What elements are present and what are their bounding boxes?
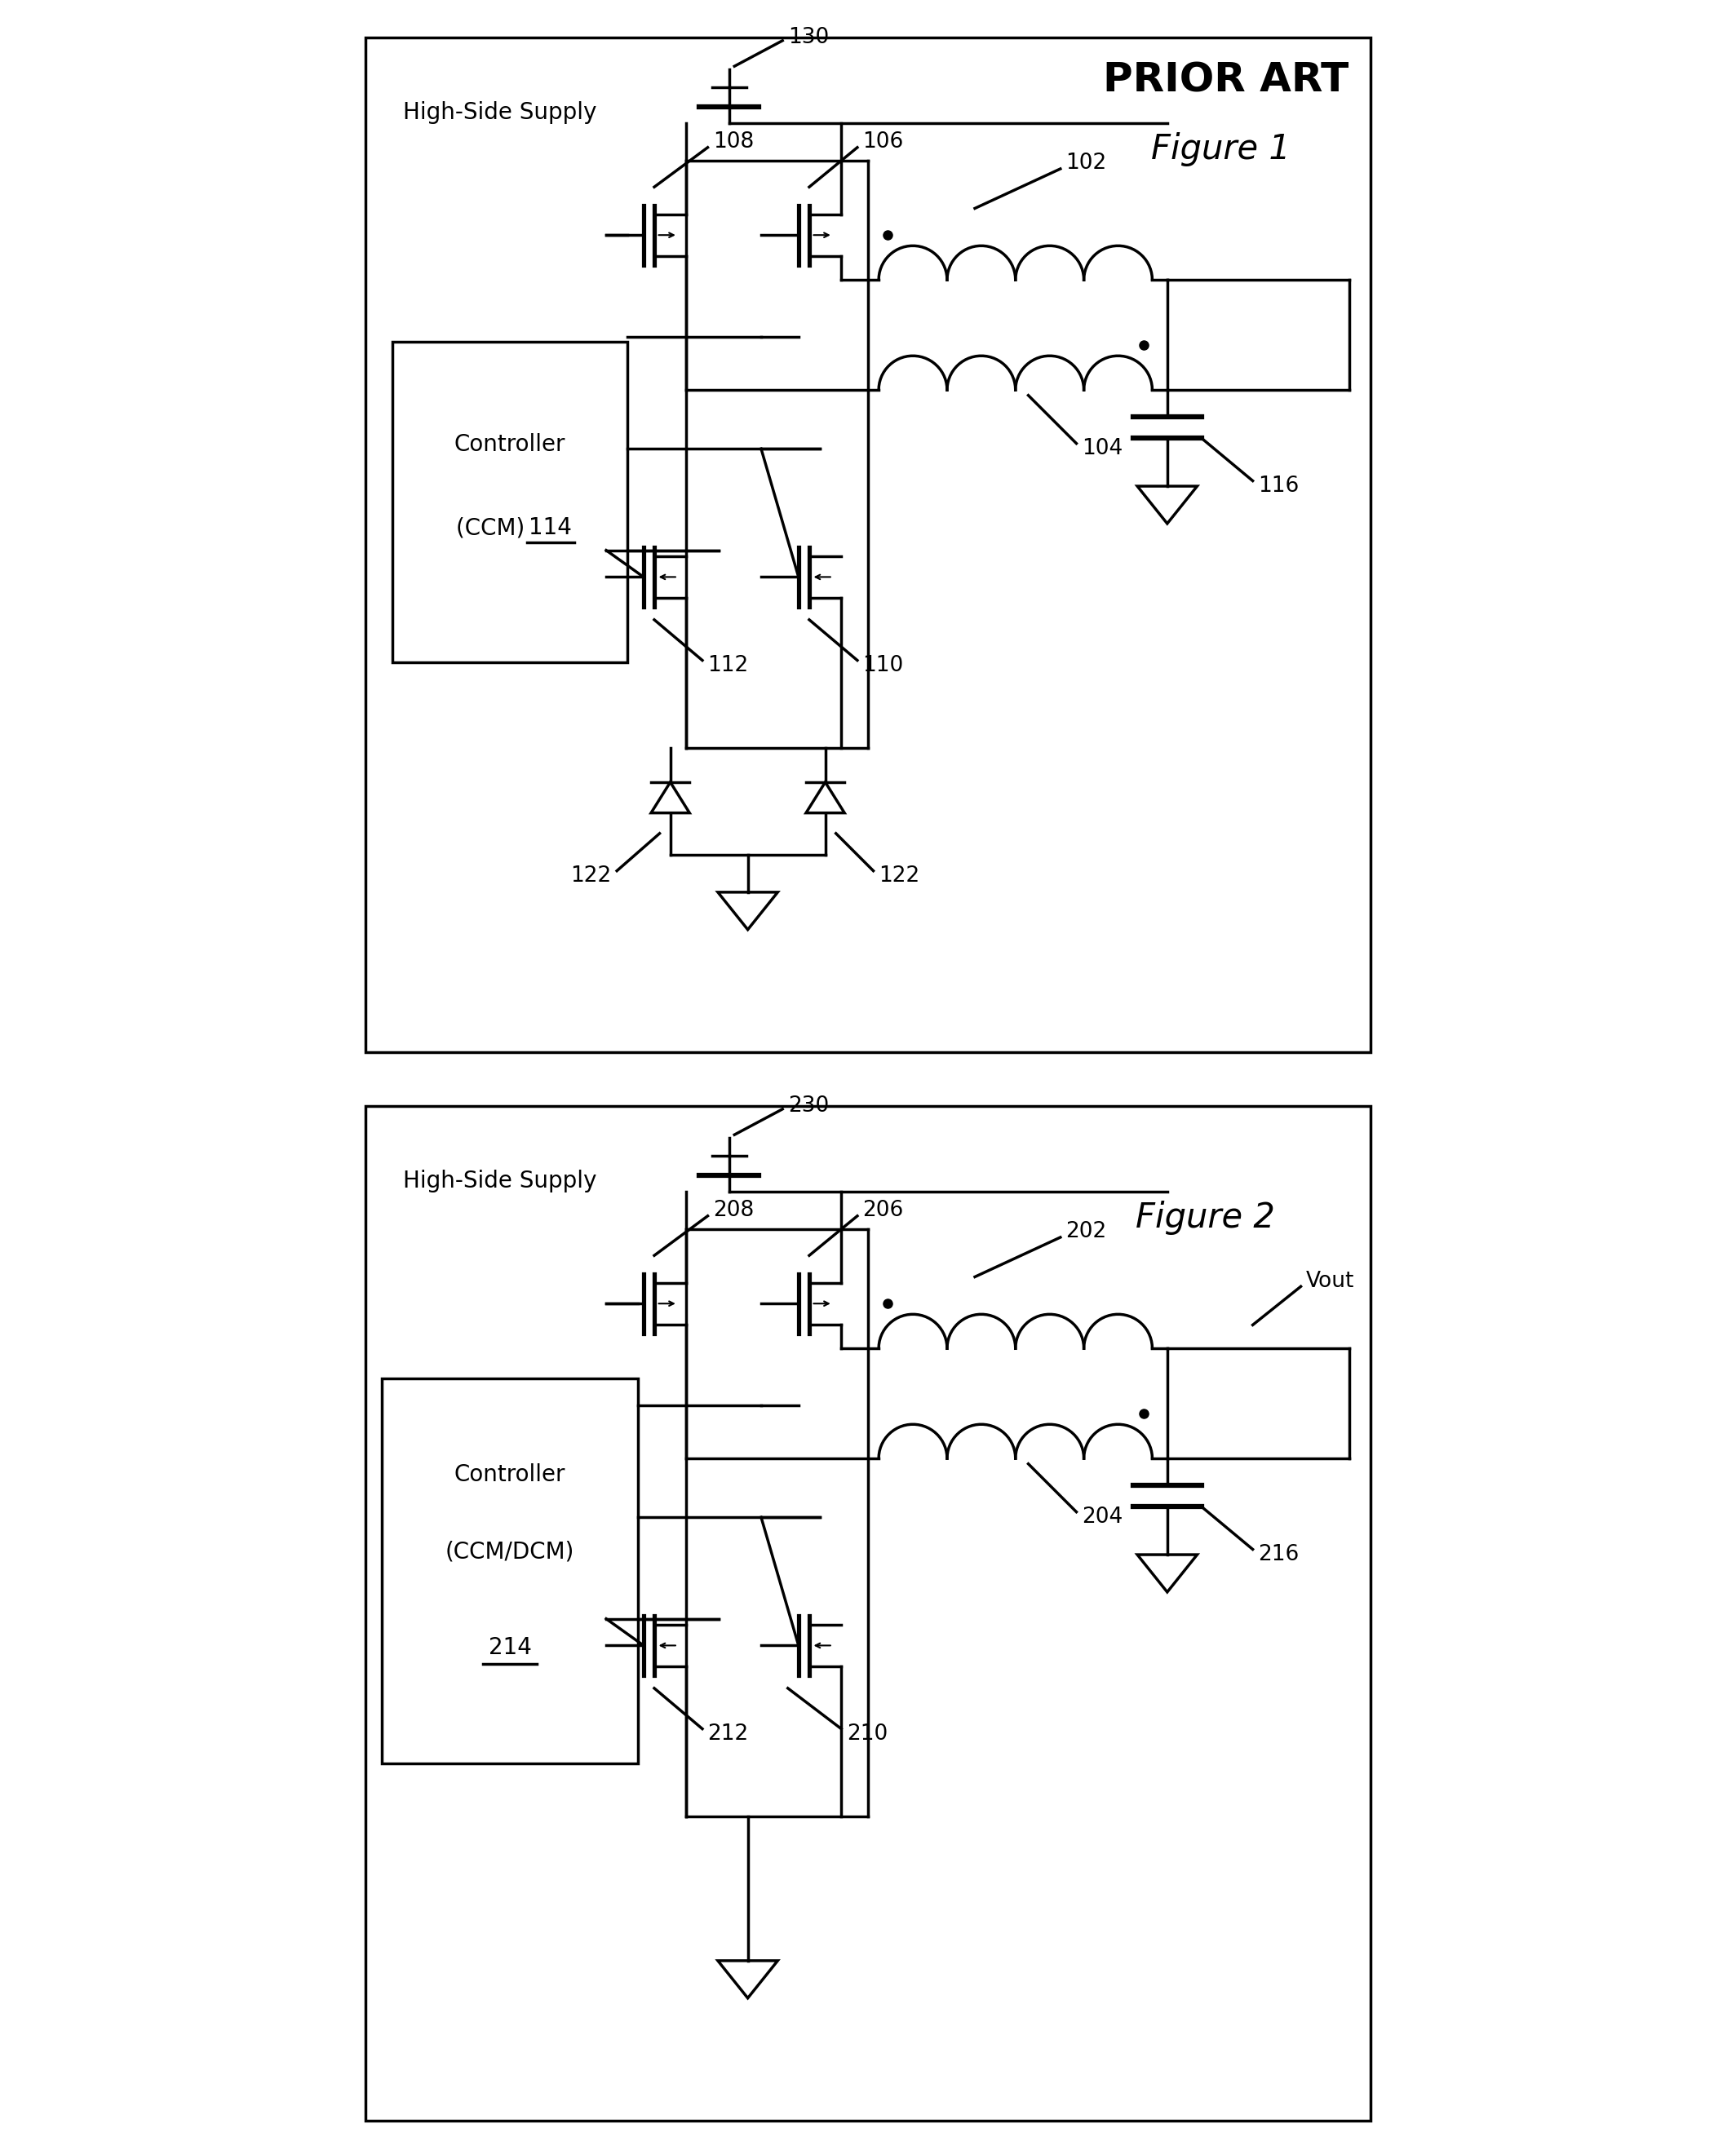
Polygon shape	[1137, 1556, 1198, 1592]
Text: 112: 112	[708, 656, 748, 675]
Text: 202: 202	[1066, 1222, 1108, 1242]
Text: (CCM/DCM): (CCM/DCM)	[446, 1541, 575, 1562]
Text: 208: 208	[713, 1201, 753, 1220]
Text: Controller: Controller	[455, 434, 566, 455]
Text: 130: 130	[788, 28, 828, 47]
Polygon shape	[1137, 487, 1198, 524]
Text: (CCM): (CCM)	[457, 517, 531, 539]
Text: 206: 206	[863, 1201, 904, 1220]
Text: Figure 1: Figure 1	[1151, 132, 1290, 167]
Text: 230: 230	[788, 1096, 828, 1116]
Polygon shape	[806, 782, 844, 812]
Text: 122: 122	[878, 865, 920, 887]
Text: 108: 108	[713, 132, 753, 152]
Polygon shape	[719, 893, 778, 930]
FancyBboxPatch shape	[382, 1378, 639, 1763]
Text: PRIOR ART: PRIOR ART	[1102, 60, 1349, 100]
Text: 110: 110	[863, 656, 904, 675]
Text: 204: 204	[1082, 1507, 1123, 1528]
Text: 102: 102	[1066, 154, 1108, 173]
FancyBboxPatch shape	[392, 342, 627, 662]
Text: Figure 2: Figure 2	[1135, 1201, 1274, 1235]
Text: 116: 116	[1259, 477, 1299, 496]
Text: 106: 106	[863, 132, 904, 152]
Text: 104: 104	[1082, 438, 1123, 459]
Text: High-Side Supply: High-Side Supply	[403, 1169, 597, 1192]
Text: 210: 210	[847, 1725, 887, 1744]
Text: 114: 114	[529, 517, 573, 539]
Text: 214: 214	[488, 1637, 531, 1658]
Text: 216: 216	[1259, 1545, 1299, 1564]
Polygon shape	[651, 782, 689, 812]
Text: 122: 122	[571, 865, 611, 887]
Text: 212: 212	[708, 1725, 748, 1744]
Text: Controller: Controller	[455, 1464, 566, 1485]
Text: High-Side Supply: High-Side Supply	[403, 100, 597, 124]
Text: Vout: Vout	[1305, 1272, 1354, 1291]
Polygon shape	[719, 1962, 778, 1998]
